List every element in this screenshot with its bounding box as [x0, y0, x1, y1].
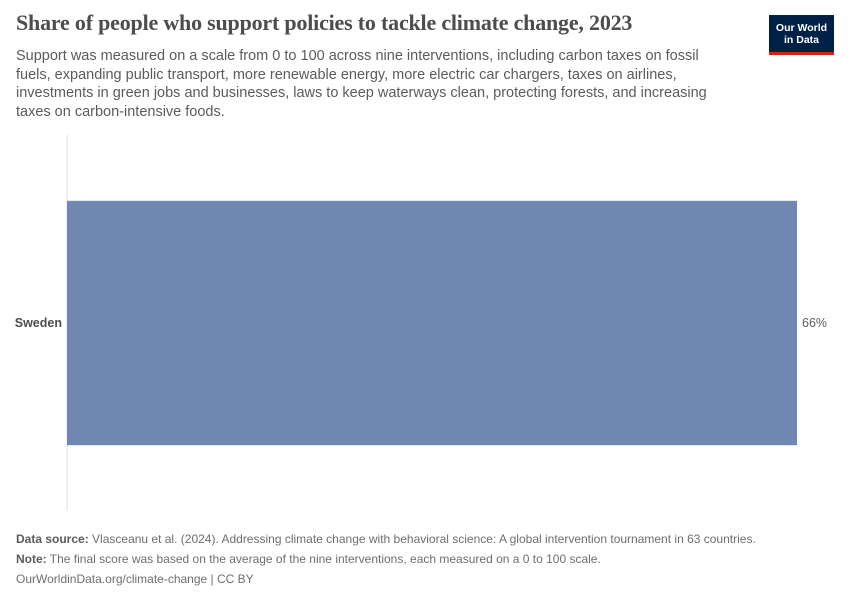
- chart-title: Share of people who support policies to …: [16, 10, 633, 35]
- source-link[interactable]: OurWorldinData.org/climate-change: [16, 572, 208, 586]
- data-source-text: Vlasceanu et al. (2024). Addressing clim…: [92, 532, 756, 546]
- logo-line-1: Our World: [775, 21, 828, 34]
- note: Note: The final score was based on the a…: [16, 549, 836, 569]
- note-text: The final score was based on the average…: [49, 552, 601, 566]
- data-source: Data source: Vlasceanu et al. (2024). Ad…: [16, 529, 836, 549]
- bar-sweden[interactable]: [67, 200, 797, 446]
- value-label: 66%: [802, 316, 827, 330]
- owid-logo[interactable]: Our World in Data: [769, 15, 834, 55]
- note-label: Note:: [16, 552, 47, 566]
- footer-links: OurWorldinData.org/climate-change | CC B…: [16, 569, 836, 589]
- logo-line-2: in Data: [783, 33, 819, 46]
- license-text: | CC BY: [210, 572, 254, 586]
- category-label: Sweden: [15, 316, 62, 330]
- chart-subtitle: Support was measured on a scale from 0 t…: [16, 48, 707, 120]
- footer: Data source: Vlasceanu et al. (2024). Ad…: [16, 529, 836, 589]
- bar-chart: Sweden 66%: [15, 135, 827, 511]
- data-source-label: Data source:: [16, 532, 89, 546]
